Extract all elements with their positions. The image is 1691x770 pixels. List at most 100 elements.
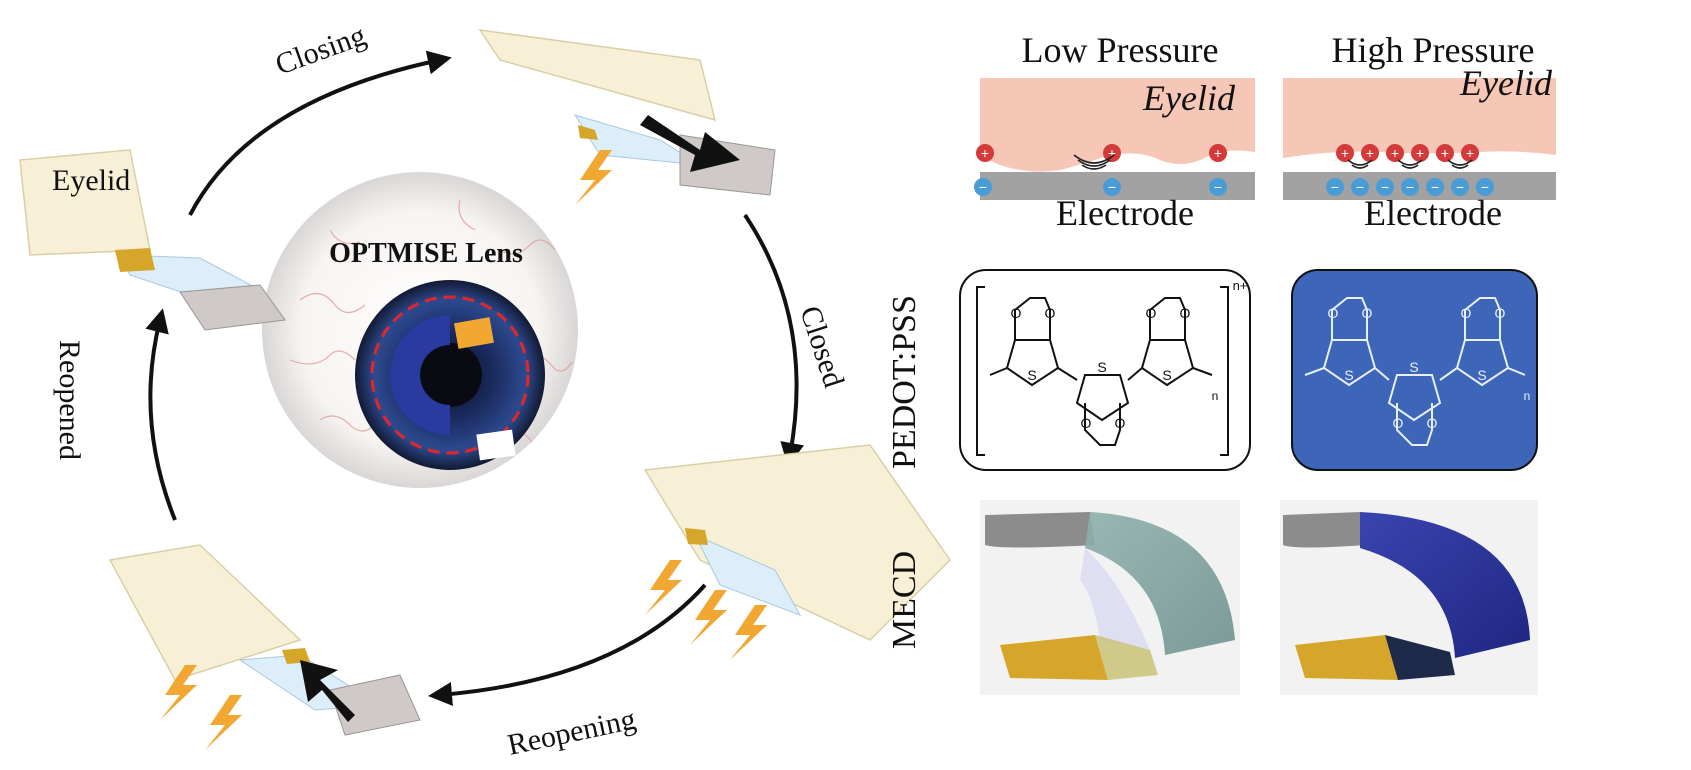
subscript-label: n	[1524, 389, 1531, 403]
mecd-segment-white	[476, 429, 516, 461]
atom-o: O	[1045, 305, 1056, 321]
minus-ion-icon: −	[1209, 178, 1227, 196]
center-title: OPTMISE Lens	[329, 238, 523, 269]
eyelid-label-low: Eyelid	[1142, 78, 1236, 118]
blood-vessels	[289, 199, 573, 446]
svg-text:−: −	[979, 179, 987, 195]
lightning-icon	[575, 150, 612, 205]
minus-ion-row: − − − − − − −	[1326, 178, 1494, 196]
device-open	[19, 149, 286, 331]
svg-text:−: −	[1108, 179, 1116, 195]
atom-s: S	[1344, 367, 1353, 383]
high-pressure-title: High Pressure	[1332, 30, 1535, 70]
svg-text:−: −	[1431, 179, 1439, 195]
eyelid-label: Eyelid	[52, 164, 130, 197]
svg-text:+: +	[981, 145, 989, 161]
svg-text:−: −	[1481, 179, 1489, 195]
atom-o: O	[1495, 305, 1506, 321]
plus-ion-icon: +	[1336, 144, 1354, 162]
stage-label-closing: Closing	[271, 19, 370, 82]
arrow-icon	[640, 115, 740, 172]
device-closed	[643, 444, 951, 660]
sound-wave-icon	[1073, 154, 1115, 170]
atom-o: O	[1081, 415, 1092, 431]
minus-ion-icon: −	[1401, 178, 1419, 196]
minus-ion-icon: −	[1103, 178, 1121, 196]
minus-ion-icon: −	[1476, 178, 1494, 196]
minus-ion-icon: −	[1376, 178, 1394, 196]
atom-o: O	[1461, 305, 1472, 321]
svg-text:+: +	[1214, 145, 1222, 161]
svg-text:−: −	[1406, 179, 1414, 195]
svg-text:+: +	[1108, 145, 1116, 161]
mecd-render-off	[980, 500, 1240, 695]
plus-ion-icon: +	[1386, 144, 1404, 162]
svg-text:−: −	[1331, 179, 1339, 195]
lightning-icon	[160, 665, 197, 720]
mecd-render-on	[1280, 500, 1538, 695]
plus-ion-icon: +	[1209, 144, 1227, 162]
electrode-label-low: Electrode	[1056, 193, 1194, 233]
arrow-icon	[188, 50, 452, 216]
atom-o: O	[1393, 415, 1404, 431]
arrow-icon	[300, 660, 355, 722]
sound-wave-icon	[1347, 159, 1473, 169]
minus-ion-icon: −	[1426, 178, 1444, 196]
atom-o: O	[1427, 415, 1438, 431]
pedot-row-label: PEDOT:PSS	[886, 295, 923, 469]
lightning-icon	[645, 560, 682, 615]
plus-ion-icon: +	[1436, 144, 1454, 162]
plus-ion-icon: +	[1361, 144, 1379, 162]
svg-text:+: +	[1341, 145, 1349, 161]
atom-s: S	[1162, 367, 1171, 383]
atom-s: S	[1477, 367, 1486, 383]
arrow-icon	[428, 583, 707, 706]
svg-text:−: −	[1456, 179, 1464, 195]
svg-text:+: +	[1466, 145, 1474, 161]
lightning-icon	[690, 590, 727, 645]
electrode-label-high: Electrode	[1364, 193, 1502, 233]
svg-text:+: +	[1391, 145, 1399, 161]
atom-o: O	[1362, 305, 1373, 321]
low-pressure-title: Low Pressure	[1022, 30, 1219, 70]
pedot-structure-oxidized: O O S S O O O O S n	[1291, 269, 1538, 471]
atom-s: S	[1027, 367, 1036, 383]
plus-ion-icon: +	[1103, 144, 1121, 162]
plus-ion-row: + + + + + +	[1336, 144, 1479, 162]
low-pressure-diagram: + + + − − −	[974, 78, 1255, 200]
svg-text:+: +	[1441, 145, 1449, 161]
atom-o: O	[1328, 305, 1339, 321]
svg-text:+: +	[1366, 145, 1374, 161]
plus-ion-icon: +	[1461, 144, 1479, 162]
minus-ion-icon: −	[1451, 178, 1469, 196]
stage-label-reopened: Reopened	[53, 340, 86, 460]
mecd-segment-gold	[454, 317, 494, 349]
superscript-label: n+	[1233, 278, 1248, 293]
plus-ion-icon: +	[1411, 144, 1429, 162]
minus-ion-icon: −	[1351, 178, 1369, 196]
blink-cycle-panel: OPTMISE Lens Closing Closed Reopening Re…	[19, 19, 951, 762]
arrow-icon	[743, 213, 804, 467]
pressure-panels: Low Pressure High Pressure + + + − − − E…	[974, 30, 1556, 233]
atom-s: S	[1097, 359, 1106, 375]
mecd-row-label: MECD	[886, 551, 923, 649]
lens-ring	[370, 295, 530, 455]
device-reopening	[108, 544, 421, 750]
eye-lens-illustration	[262, 172, 578, 488]
svg-text:−: −	[1356, 179, 1364, 195]
svg-text:−: −	[1214, 179, 1222, 195]
lightning-icon	[205, 695, 242, 750]
high-pressure-diagram: + + + + + + − − − − − − −	[1283, 78, 1556, 200]
atom-o: O	[1011, 305, 1022, 321]
stage-label-reopening: Reopening	[505, 703, 639, 762]
minus-ion-icon: −	[1326, 178, 1344, 196]
subscript-label: n	[1212, 389, 1219, 403]
svg-text:−: −	[1381, 179, 1389, 195]
eyelid-label-high: Eyelid	[1459, 63, 1553, 103]
plus-ion-icon: +	[976, 144, 994, 162]
pedot-structure-neutral: O O S S O O O O S n+ n	[959, 269, 1251, 471]
atom-s: S	[1409, 359, 1418, 375]
minus-ion-icon: −	[974, 178, 992, 196]
device-closing	[478, 29, 776, 205]
